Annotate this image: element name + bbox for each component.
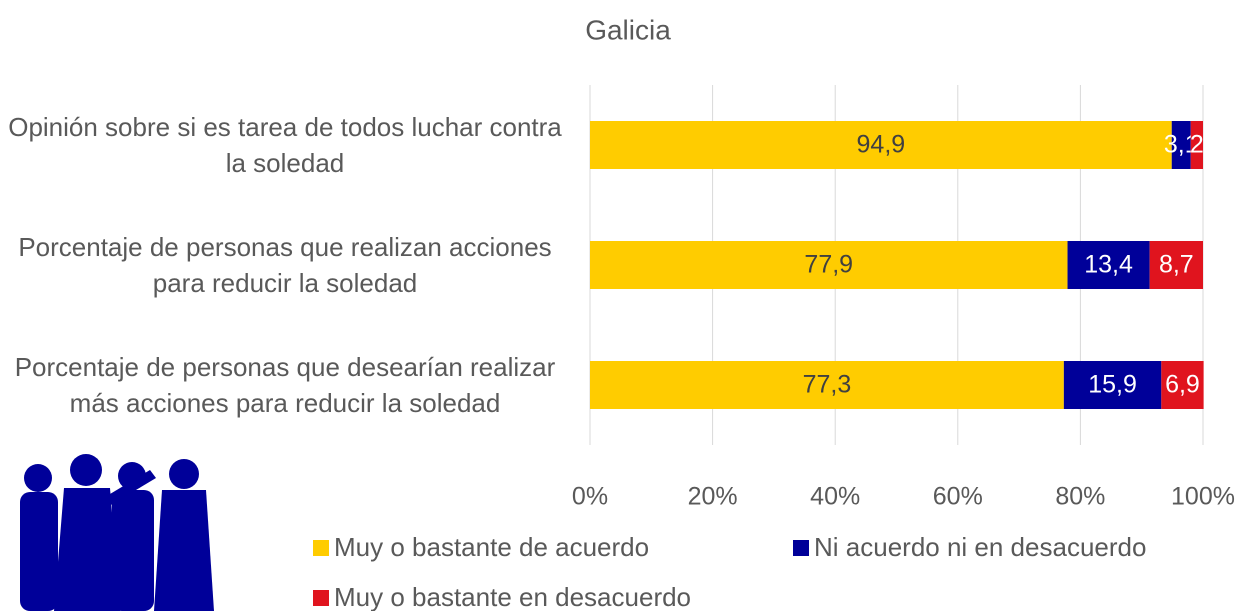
bar-segment [590, 121, 1172, 169]
data-label: 15,9 [1088, 371, 1137, 399]
people-silhouette [20, 454, 214, 611]
data-label: 77,3 [803, 371, 852, 399]
bar-segment [590, 361, 1064, 409]
legend-swatch [313, 540, 329, 556]
data-label: 94,9 [857, 131, 906, 159]
bar-segment [590, 241, 1068, 289]
data-label: 2 [1190, 131, 1204, 159]
bar-segment [1149, 241, 1203, 289]
x-tick-label: 40% [810, 483, 860, 511]
x-tick-label: 20% [688, 483, 738, 511]
legend-label: Muy o bastante de acuerdo [334, 532, 649, 562]
x-tick-label: 0% [572, 483, 608, 511]
bar-segment [1161, 361, 1204, 409]
legend-label: Muy o bastante en desacuerdo [334, 582, 691, 611]
x-tick-label: 80% [1055, 483, 1105, 511]
legend-swatch [793, 540, 809, 556]
data-label: 13,4 [1084, 251, 1133, 279]
legend-swatch [313, 590, 329, 606]
bar-segment [1171, 121, 1191, 169]
data-label: 77,9 [804, 251, 853, 279]
chart-title: Galicia [585, 14, 671, 45]
legend-label: Ni acuerdo ni en desacuerdo [814, 532, 1146, 562]
data-label: 6,9 [1165, 371, 1200, 399]
bar-segment [1063, 361, 1162, 409]
category-label: Porcentaje de personas que desearían rea… [14, 352, 556, 418]
x-tick-label: 60% [933, 483, 983, 511]
category-label: Porcentaje de personas que realizan acci… [18, 232, 552, 298]
x-tick-label: 100% [1171, 483, 1235, 511]
bar-segment [1067, 241, 1150, 289]
bar-segment [1190, 121, 1203, 169]
category-label: Opinión sobre si es tarea de todos lucha… [8, 112, 562, 178]
data-label: 8,7 [1159, 251, 1194, 279]
